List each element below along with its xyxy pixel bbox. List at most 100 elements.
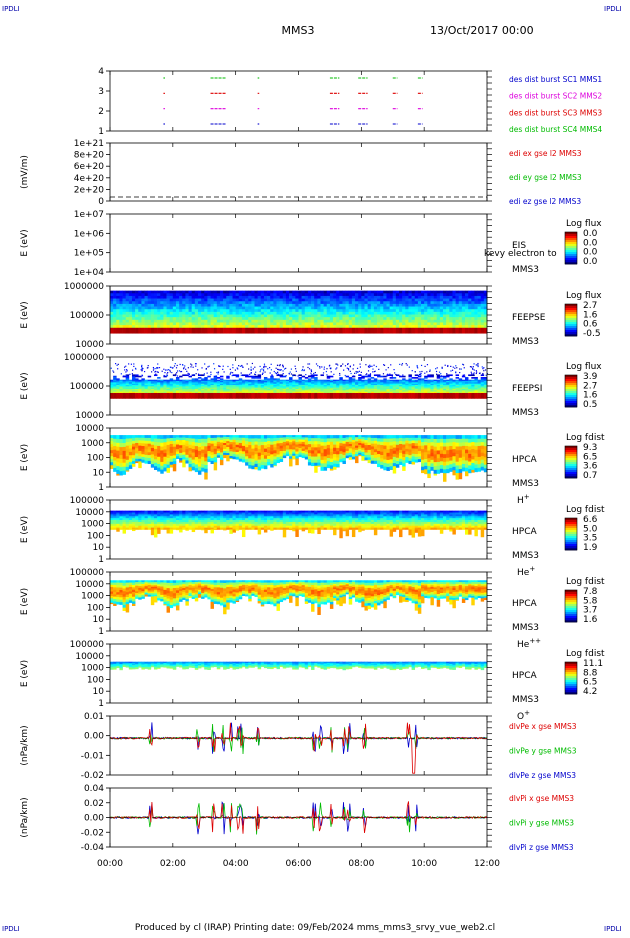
spectrogram-cell (421, 309, 424, 312)
spectrogram-cell (305, 307, 308, 310)
spectrogram-cell (176, 328, 179, 334)
spectrogram-cell (126, 299, 129, 302)
spectrogram-cell (119, 471, 122, 475)
spectrogram-dot (459, 368, 460, 369)
spectrogram-cell (374, 312, 377, 315)
spectrogram-cell (182, 328, 185, 334)
spectrogram-cell (135, 376, 138, 378)
spectrogram-cell (402, 322, 405, 325)
spectrogram-cell (427, 291, 430, 294)
spectrogram-dot (441, 375, 442, 376)
spectrogram-cell (295, 451, 298, 454)
spectrogram-cell (361, 328, 364, 334)
spectrogram-cell (198, 471, 201, 475)
spectrogram-cell (320, 309, 323, 312)
spectrogram-cell (380, 438, 383, 442)
spectrogram-dot (298, 375, 299, 376)
spectrogram-cell (440, 293, 443, 296)
spectrogram-cell (314, 299, 317, 302)
spectrogram-cell (399, 450, 402, 453)
spectrogram-cell (179, 443, 182, 446)
spectrogram-dot (435, 368, 436, 369)
spectrogram-cell (173, 304, 176, 307)
spectrogram-dot (124, 367, 125, 368)
spectrogram-cell (299, 315, 302, 318)
spectrogram-cell (327, 393, 330, 399)
spectrogram-cell (368, 447, 371, 450)
spectrogram-cell (352, 299, 355, 302)
spectrogram-cell (176, 325, 179, 328)
spectrogram-cell (333, 309, 336, 312)
spectrogram-dot (365, 374, 366, 375)
spectrogram-cell (421, 293, 424, 296)
spectrogram-cell (302, 293, 305, 296)
spectrogram-cell (434, 325, 437, 328)
spectrogram-cell (286, 454, 289, 456)
spectrogram-dot (436, 374, 437, 375)
spectrogram-dot (311, 369, 312, 370)
spectrogram-cell (220, 393, 223, 399)
spectrogram-cell (280, 317, 283, 320)
spectrogram-cell (201, 439, 204, 443)
spectrogram-cell (355, 437, 358, 439)
spectrogram-cell (330, 452, 333, 456)
spectrogram-cell (427, 320, 430, 323)
y-tick-label: 6e+20 (74, 162, 105, 172)
spectrogram-cell (289, 304, 292, 307)
overlap-label: kevy electron to (484, 249, 557, 259)
spectrogram-cell (116, 447, 119, 451)
spectrogram-cell (189, 317, 192, 320)
spectrogram-cell (182, 320, 185, 323)
spectrogram-cell (207, 456, 210, 459)
spectrogram-cell (245, 322, 248, 325)
spectrogram-cell (185, 325, 188, 328)
spectrogram-cell (264, 325, 267, 328)
spectrogram-cell (349, 312, 352, 315)
spectrogram-cell (295, 320, 298, 323)
spectrogram-cell (226, 304, 229, 307)
spectrogram-cell (402, 463, 405, 466)
spectrogram-dot (209, 366, 210, 367)
spectrogram-cell (481, 322, 484, 325)
spectrogram-cell (141, 441, 144, 444)
spectrogram-cell (170, 435, 173, 438)
spectrogram-cell (452, 317, 455, 320)
spectrogram-cell (270, 461, 273, 465)
spectrogram-cell (277, 317, 280, 320)
spectrogram-dot (393, 369, 394, 370)
spectrogram-cell (430, 328, 433, 334)
spectrogram-cell (201, 293, 204, 296)
spectrogram-cell (273, 299, 276, 302)
spectrogram-dot (280, 370, 281, 371)
spectrogram-cell (339, 451, 342, 454)
spectrogram-cell (330, 315, 333, 318)
spectrogram-dot (389, 374, 390, 375)
spectrogram-cell (468, 299, 471, 302)
spectrogram-cell (471, 393, 474, 399)
spectrogram-cell (204, 304, 207, 307)
spectrogram-cell (289, 445, 292, 448)
spectrogram-cell (160, 325, 163, 328)
spectrogram-cell (459, 291, 462, 294)
spectrogram-cell (434, 301, 437, 304)
spectrogram-cell (251, 462, 254, 466)
spectrogram-dot (190, 366, 191, 367)
spectrogram-cell (440, 320, 443, 323)
spectrogram-cell (198, 317, 201, 320)
spectrogram-cell (377, 435, 380, 438)
spectrogram-cell (170, 307, 173, 310)
spectrogram-dot (171, 372, 172, 373)
spectrogram-cell (333, 438, 336, 441)
spectrogram-cell (289, 307, 292, 310)
spectrogram-cell (151, 458, 154, 462)
spectrogram-cell (277, 309, 280, 312)
spectrogram-cell (320, 442, 323, 446)
spectrogram-cell (295, 325, 298, 328)
spectrogram-cell (289, 393, 292, 399)
spectrogram-cell (273, 435, 276, 438)
spectrogram-cell (377, 460, 380, 463)
spectrogram-cell (283, 440, 286, 443)
spectrogram-cell (170, 309, 173, 312)
spectrogram-cell (226, 451, 229, 453)
spectrogram-cell (342, 435, 345, 438)
